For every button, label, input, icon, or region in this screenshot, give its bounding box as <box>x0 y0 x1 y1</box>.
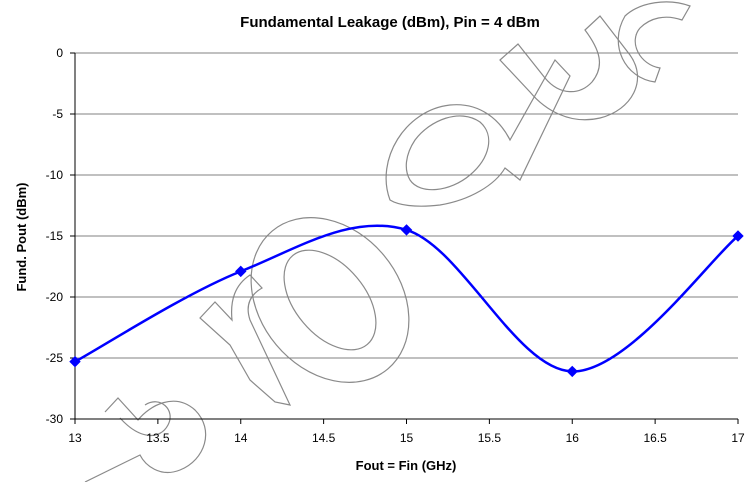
watermark-letter-o-inner <box>283 249 377 351</box>
y-tick-label: -20 <box>46 290 64 304</box>
x-tick-label: 16 <box>566 431 580 445</box>
x-tick-label: 13.5 <box>146 431 170 445</box>
series-layer <box>73 224 740 373</box>
y-tick-label: 0 <box>56 46 63 60</box>
x-tick-label: 13 <box>68 431 82 445</box>
watermark-letter-c <box>617 1 691 83</box>
x-axis-ticks: 13 13.5 14 14.5 15 15.5 16 16.5 17 <box>68 419 745 445</box>
watermark-letter-p <box>84 397 207 482</box>
x-tick-label: 15 <box>400 431 414 445</box>
y-tick-label: -15 <box>46 229 64 243</box>
y-axis-ticks: 0 -5 -10 -15 -20 -25 -30 <box>46 46 75 426</box>
data-markers <box>69 224 744 378</box>
watermark-letter-u <box>499 15 639 121</box>
data-point-marker <box>566 365 578 378</box>
gridlines <box>75 52 738 420</box>
watermark-letter-o-outer <box>250 217 410 383</box>
x-tick-label: 14.5 <box>312 431 336 445</box>
series-line <box>73 224 740 373</box>
data-point-marker <box>69 355 81 368</box>
y-axis-title: Fund. Pout (dBm) <box>14 182 29 291</box>
x-tick-label: 17 <box>731 431 745 445</box>
data-point-marker <box>235 265 247 278</box>
watermark-letter-d <box>385 58 571 207</box>
y-tick-label: -5 <box>52 107 63 121</box>
x-tick-label: 16.5 <box>643 431 667 445</box>
y-tick-label: -10 <box>46 168 64 182</box>
y-tick-label: -30 <box>46 412 64 426</box>
watermark-logo <box>84 1 691 482</box>
x-tick-label: 14 <box>234 431 248 445</box>
data-point-marker <box>400 224 413 236</box>
x-axis-title: Fout = Fin (GHz) <box>356 458 457 473</box>
watermark-letter-r <box>199 274 292 406</box>
y-tick-label: -25 <box>46 351 64 365</box>
x-tick-label: 15.5 <box>478 431 502 445</box>
data-point-marker <box>732 230 744 242</box>
chart-title: Fundamental Leakage (dBm), Pin = 4 dBm <box>240 14 540 31</box>
